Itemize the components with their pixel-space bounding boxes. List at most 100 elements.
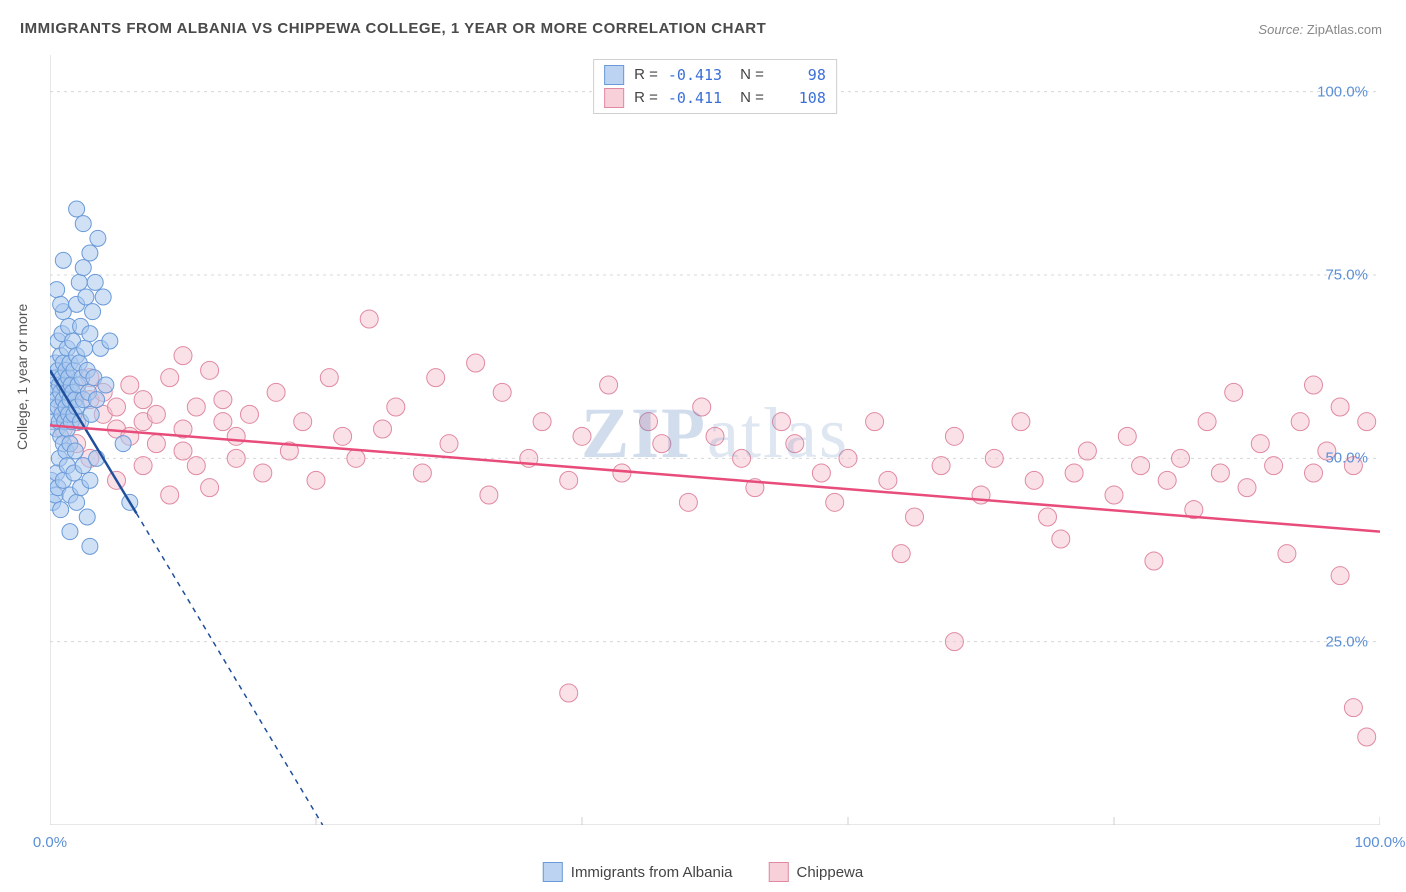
y-tick-label: 75.0%: [1325, 267, 1368, 284]
chippewa-point: [294, 413, 312, 431]
chippewa-point: [440, 435, 458, 453]
chippewa-point: [134, 391, 152, 409]
chippewa-point: [812, 464, 830, 482]
chippewa-point: [1251, 435, 1269, 453]
albania-point: [71, 274, 87, 290]
chippewa-point: [187, 457, 205, 475]
x-tick-label: 0.0%: [33, 834, 67, 851]
albania-point: [67, 443, 83, 459]
chippewa-point: [360, 310, 378, 328]
chippewa-point: [227, 427, 245, 445]
chart-plot-area: ZIPatlas R =-0.413N =98R =-0.411N =108 2…: [50, 55, 1380, 825]
chippewa-point: [826, 493, 844, 511]
chippewa-point: [1105, 486, 1123, 504]
y-tick-label: 50.0%: [1325, 450, 1368, 467]
r-value-albania: -0.413: [668, 64, 722, 87]
legend-item-albania: Immigrants from Albania: [543, 862, 733, 882]
albania-point: [115, 436, 131, 452]
chippewa-point: [214, 391, 232, 409]
chippewa-point: [214, 413, 232, 431]
albania-point: [77, 340, 93, 356]
albania-point: [50, 282, 65, 298]
n-label: N =: [740, 87, 764, 110]
chippewa-point: [1358, 728, 1376, 746]
r-value-chippewa: -0.411: [668, 87, 722, 110]
chippewa-point: [1052, 530, 1070, 548]
chippewa-point: [1198, 413, 1216, 431]
chippewa-point: [1265, 457, 1283, 475]
albania-point: [82, 538, 98, 554]
albania-point: [53, 296, 69, 312]
chippewa-point: [347, 449, 365, 467]
legend-label-chippewa: Chippewa: [797, 864, 864, 881]
chippewa-point: [1158, 471, 1176, 489]
chippewa-point: [161, 369, 179, 387]
chippewa-point: [1145, 552, 1163, 570]
chippewa-point: [147, 435, 165, 453]
chippewa-point: [174, 347, 192, 365]
albania-point: [62, 524, 78, 540]
chippewa-point: [1225, 383, 1243, 401]
chippewa-point: [1025, 471, 1043, 489]
chippewa-point: [493, 383, 511, 401]
source-label: Source:: [1258, 22, 1303, 37]
albania-point: [69, 201, 85, 217]
chippewa-point: [320, 369, 338, 387]
chippewa-point: [174, 442, 192, 460]
n-value-albania: 98: [774, 64, 826, 87]
albania-point: [87, 274, 103, 290]
chippewa-point: [121, 376, 139, 394]
chippewa-point: [307, 471, 325, 489]
chippewa-point: [1132, 457, 1150, 475]
y-tick-label: 100.0%: [1317, 83, 1368, 100]
albania-point: [55, 252, 71, 268]
chippewa-point: [387, 398, 405, 416]
corr-legend-row-albania: R =-0.413N =98: [604, 64, 826, 87]
albania-point: [75, 216, 91, 232]
legend-label-albania: Immigrants from Albania: [571, 864, 733, 881]
chippewa-point: [613, 464, 631, 482]
albania-point: [89, 392, 105, 408]
albania-point: [79, 509, 95, 525]
chippewa-point: [733, 449, 751, 467]
chippewa-point: [161, 486, 179, 504]
chippewa-point: [1065, 464, 1083, 482]
albania-point: [98, 377, 114, 393]
chippewa-point: [560, 684, 578, 702]
chippewa-point: [1305, 464, 1323, 482]
chippewa-point: [1331, 398, 1349, 416]
albania-trend-extension: [136, 513, 322, 825]
chippewa-point: [600, 376, 618, 394]
chippewa-point: [1344, 699, 1362, 717]
albania-point: [95, 289, 111, 305]
chippewa-point: [413, 464, 431, 482]
chippewa-point: [640, 413, 658, 431]
corr-legend-row-chippewa: R =-0.411N =108: [604, 87, 826, 110]
albania-point: [53, 502, 69, 518]
chippewa-point: [1078, 442, 1096, 460]
albania-point: [102, 333, 118, 349]
n-value-chippewa: 108: [774, 87, 826, 110]
legend-item-chippewa: Chippewa: [769, 862, 864, 882]
legend-swatch-albania: [543, 862, 563, 882]
chippewa-point: [533, 413, 551, 431]
chippewa-point: [1305, 376, 1323, 394]
albania-point: [82, 245, 98, 261]
chart-svg: [50, 55, 1380, 825]
chippewa-point: [892, 545, 910, 563]
chippewa-point: [879, 471, 897, 489]
chippewa-point: [187, 398, 205, 416]
chippewa-point: [573, 427, 591, 445]
r-label: R =: [634, 64, 658, 87]
chippewa-point: [932, 457, 950, 475]
chippewa-point: [334, 427, 352, 445]
albania-point: [75, 260, 91, 276]
legend-swatch-chippewa: [604, 88, 624, 108]
chippewa-point: [866, 413, 884, 431]
chippewa-point: [1331, 567, 1349, 585]
chippewa-point: [201, 361, 219, 379]
albania-point: [78, 289, 94, 305]
legend-swatch-chippewa: [769, 862, 789, 882]
chippewa-point: [1291, 413, 1309, 431]
chippewa-point: [108, 398, 126, 416]
